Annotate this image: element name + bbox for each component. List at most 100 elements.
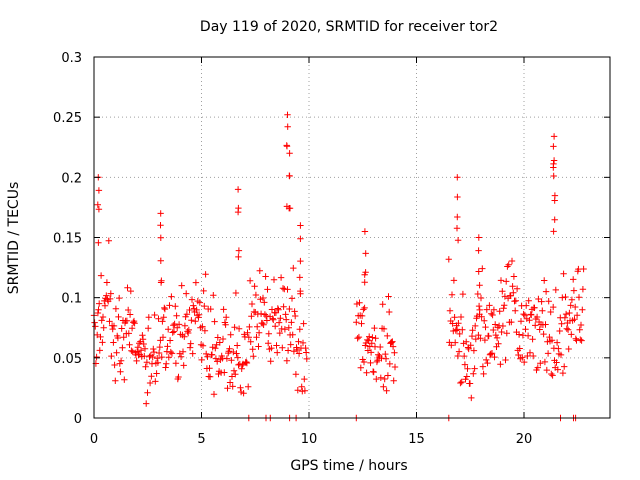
data-point bbox=[286, 305, 293, 313]
data-point bbox=[206, 373, 214, 380]
data-point bbox=[181, 333, 188, 340]
data-point bbox=[522, 326, 529, 333]
data-point bbox=[263, 312, 270, 320]
data-point bbox=[549, 372, 556, 379]
data-point bbox=[385, 293, 392, 300]
data-point bbox=[464, 365, 471, 372]
data-point bbox=[459, 290, 467, 298]
data-point bbox=[262, 273, 269, 280]
data-point bbox=[156, 343, 163, 351]
data-point bbox=[299, 339, 307, 347]
data-point bbox=[268, 344, 275, 352]
data-point bbox=[524, 352, 531, 360]
data-point bbox=[487, 350, 494, 358]
data-point bbox=[479, 363, 487, 370]
data-point bbox=[566, 309, 573, 317]
data-point bbox=[550, 143, 557, 150]
data-point bbox=[456, 330, 463, 338]
data-point bbox=[228, 373, 236, 380]
data-point bbox=[257, 310, 265, 317]
data-point bbox=[192, 279, 200, 286]
data-point bbox=[167, 348, 174, 356]
data-point bbox=[280, 303, 287, 310]
data-point bbox=[161, 305, 169, 313]
data-point bbox=[580, 265, 587, 273]
data-point bbox=[145, 325, 152, 332]
data-point bbox=[113, 349, 120, 356]
data-point bbox=[471, 365, 478, 372]
y-tick-label: 0.25 bbox=[53, 111, 82, 126]
data-point bbox=[361, 279, 368, 286]
data-point bbox=[303, 355, 310, 363]
data-point bbox=[452, 339, 459, 346]
data-point bbox=[140, 340, 147, 348]
data-point bbox=[489, 311, 496, 319]
data-point bbox=[245, 334, 252, 341]
data-point bbox=[377, 374, 384, 381]
data-point bbox=[123, 317, 131, 324]
data-point bbox=[95, 187, 103, 194]
data-point bbox=[468, 332, 476, 340]
data-point bbox=[492, 331, 499, 339]
data-point bbox=[366, 333, 373, 340]
data-point bbox=[490, 326, 497, 334]
data-point bbox=[149, 353, 156, 361]
data-point bbox=[485, 332, 492, 340]
data-point bbox=[548, 370, 555, 378]
data-point bbox=[510, 289, 517, 296]
data-point bbox=[488, 310, 495, 317]
data-point bbox=[98, 317, 105, 324]
data-point bbox=[360, 306, 367, 313]
data-point bbox=[185, 326, 192, 334]
data-point bbox=[103, 292, 110, 299]
data-point bbox=[450, 277, 458, 284]
data-point bbox=[159, 334, 167, 341]
data-point bbox=[207, 305, 214, 313]
data-point bbox=[199, 342, 207, 349]
data-point bbox=[448, 342, 455, 349]
data-point bbox=[297, 287, 304, 295]
data-point bbox=[290, 264, 297, 272]
data-point bbox=[127, 287, 134, 295]
data-point bbox=[246, 277, 254, 284]
data-point bbox=[496, 308, 503, 315]
data-point bbox=[480, 370, 487, 378]
data-point bbox=[195, 314, 202, 321]
data-point bbox=[570, 276, 577, 283]
data-point bbox=[214, 334, 221, 341]
data-point bbox=[210, 292, 217, 299]
data-point bbox=[166, 302, 173, 309]
data-point bbox=[190, 302, 197, 309]
data-point bbox=[108, 352, 115, 360]
data-point bbox=[162, 364, 169, 371]
data-point bbox=[128, 325, 136, 332]
data-point bbox=[479, 265, 486, 272]
data-point bbox=[367, 349, 375, 356]
data-point bbox=[467, 342, 474, 349]
data-point bbox=[521, 358, 528, 366]
data-point bbox=[295, 350, 303, 357]
data-point bbox=[282, 311, 289, 318]
data-point bbox=[461, 352, 468, 360]
data-point bbox=[157, 222, 164, 229]
data-point bbox=[179, 348, 187, 355]
data-point bbox=[183, 290, 190, 297]
data-point bbox=[560, 270, 567, 277]
data-point bbox=[292, 312, 299, 320]
data-point bbox=[142, 363, 149, 370]
data-point bbox=[354, 335, 361, 342]
data-point bbox=[112, 305, 120, 312]
data-point bbox=[250, 353, 257, 360]
data-point bbox=[210, 391, 218, 398]
data-point bbox=[168, 350, 176, 357]
data-point bbox=[453, 225, 461, 232]
data-point bbox=[368, 340, 375, 347]
data-point bbox=[173, 312, 180, 319]
data-point bbox=[481, 317, 488, 324]
data-point bbox=[283, 142, 290, 149]
data-point bbox=[208, 351, 216, 358]
data-point bbox=[567, 302, 574, 309]
data-point bbox=[517, 318, 525, 325]
data-point bbox=[525, 297, 532, 304]
data-point bbox=[294, 346, 301, 354]
